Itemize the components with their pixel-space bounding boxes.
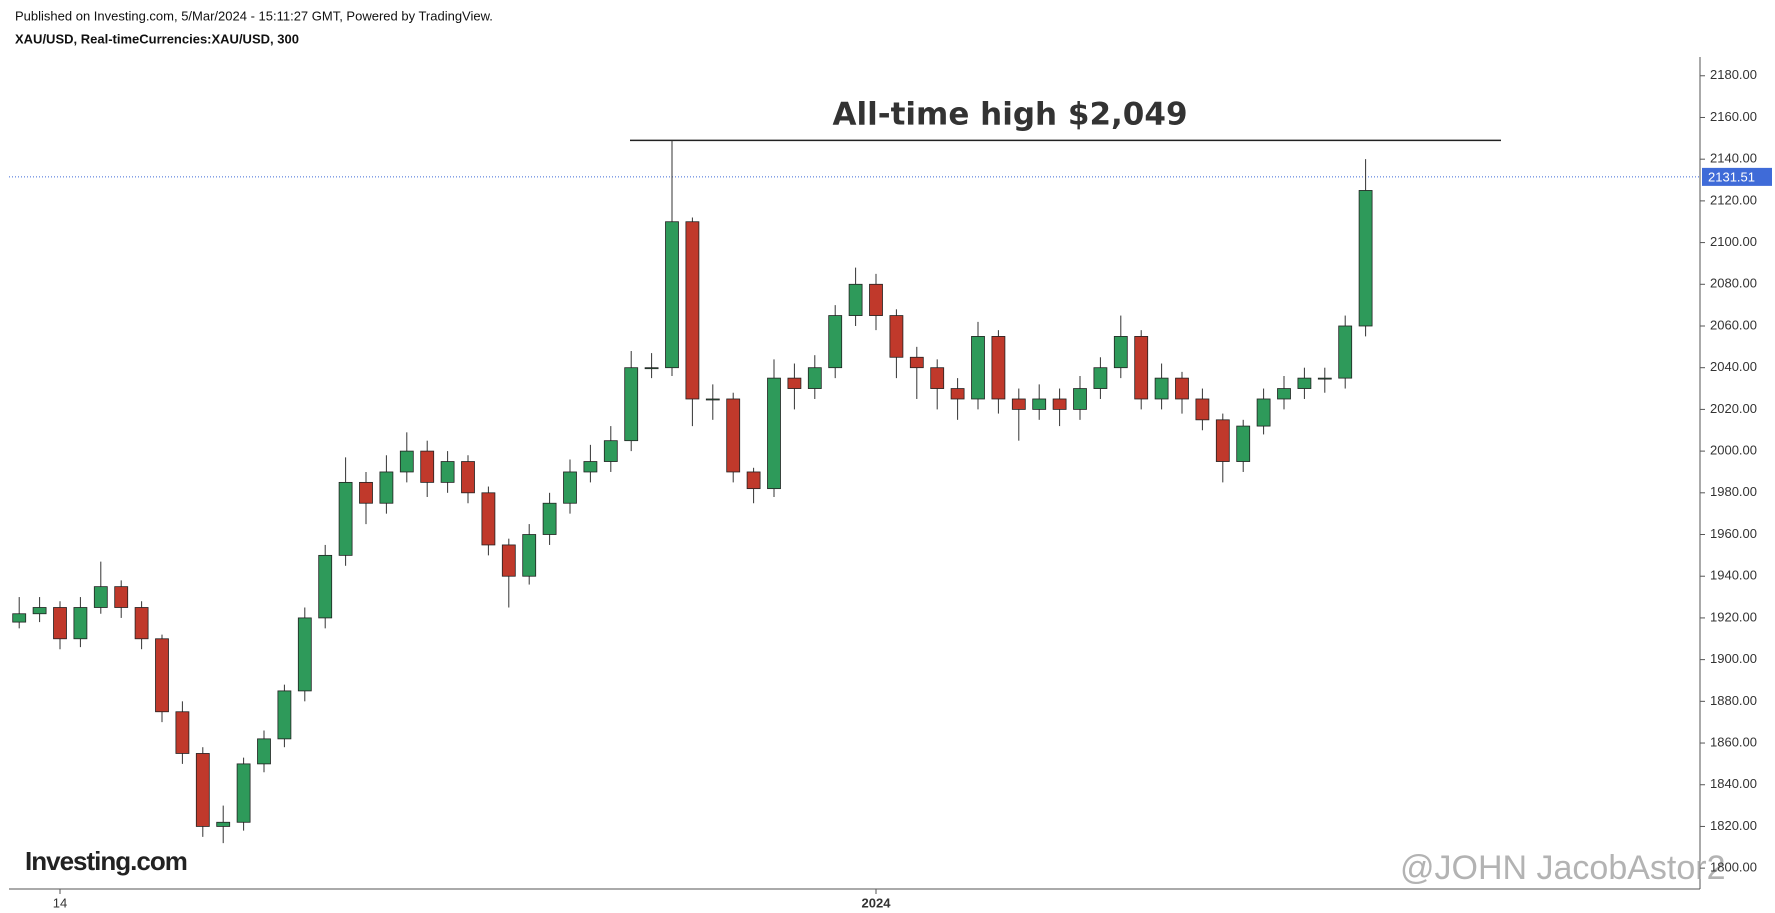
- candle-body: [277, 690, 292, 740]
- candle-body: [603, 440, 618, 462]
- candle-body: [807, 367, 822, 389]
- candle-body: [950, 388, 965, 400]
- candle-body: [216, 821, 231, 827]
- candle-body: [828, 315, 843, 369]
- last-price-box: [1702, 167, 1772, 186]
- candle-body: [848, 283, 863, 316]
- y-tick-label: 2120.00: [1710, 192, 1757, 207]
- candle-body: [563, 471, 577, 504]
- candle-body: [379, 471, 394, 504]
- candle-body: [297, 617, 312, 692]
- candle-body: [971, 336, 985, 400]
- candle-body: [1073, 388, 1087, 410]
- y-tick-label: 1820.00: [1710, 818, 1757, 833]
- annotation: All-time high $2,049: [832, 97, 1187, 133]
- y-tick-label: 1880.00: [1710, 693, 1757, 708]
- y-tick-label: 1840.00: [1710, 776, 1757, 791]
- candle-body: [1358, 190, 1373, 327]
- y-tick-label: 2140.00: [1710, 151, 1757, 166]
- candle-body: [869, 283, 883, 316]
- candle-body: [991, 336, 1006, 400]
- candle-body: [359, 481, 373, 504]
- x-tick-label: 14: [53, 895, 67, 910]
- candle-body: [175, 711, 190, 754]
- y-tick-label: 2040.00: [1710, 359, 1757, 374]
- candle-body: [1297, 377, 1312, 389]
- y-tick-label: 2100.00: [1710, 234, 1757, 249]
- candle-body: [1338, 325, 1353, 379]
- candle-body: [930, 367, 945, 389]
- candle-body: [624, 367, 639, 442]
- candle-body: [1277, 388, 1291, 400]
- y-tick-label: 1900.00: [1710, 651, 1757, 666]
- candle-body: [481, 492, 496, 546]
- x-tick-label: 2024: [862, 895, 892, 910]
- candle-body: [1215, 419, 1230, 462]
- candle-body: [257, 738, 271, 765]
- candle-body: [318, 554, 333, 619]
- candle-body: [73, 607, 88, 640]
- candle-body: [705, 398, 720, 401]
- candle-body: [1052, 398, 1067, 410]
- candle-body: [1011, 398, 1026, 410]
- y-tick-label: 2160.00: [1710, 109, 1757, 124]
- y-tick-label: 1800.00: [1710, 860, 1757, 875]
- candle-body: [1175, 377, 1189, 400]
- y-tick-label: 2180.00: [1710, 67, 1757, 82]
- candle-body: [114, 586, 129, 608]
- candle-body: [134, 607, 149, 640]
- candle-body: [685, 221, 700, 400]
- candle-body: [501, 544, 516, 577]
- candle-body: [53, 607, 67, 640]
- candle-body: [767, 377, 781, 490]
- y-tick-label: 1980.00: [1710, 484, 1757, 499]
- candle-body: [195, 753, 210, 827]
- candle-body: [12, 613, 27, 623]
- y-tick-label: 1920.00: [1710, 609, 1757, 624]
- last-price-label: 2131.51: [1708, 169, 1755, 184]
- candle-body: [583, 461, 598, 473]
- candle-body: [665, 221, 679, 369]
- candle-body: [1032, 398, 1047, 410]
- candle-body: [338, 481, 353, 556]
- candle-body: [889, 315, 904, 358]
- candle-body: [644, 367, 659, 370]
- candle-body: [93, 586, 108, 608]
- y-tick-label: 2080.00: [1710, 276, 1757, 291]
- candle-body: [1093, 367, 1108, 389]
- candle-body: [1154, 377, 1169, 400]
- candle-body: [440, 461, 455, 483]
- candle-body: [155, 638, 169, 713]
- candle-body: [1134, 336, 1149, 400]
- candle-body: [726, 398, 741, 473]
- y-tick-label: 2020.00: [1710, 401, 1757, 416]
- candle-body: [746, 471, 761, 490]
- candle-body: [236, 763, 251, 823]
- candle-body: [399, 450, 414, 473]
- y-tick-label: 2060.00: [1710, 317, 1757, 332]
- candle-body: [1113, 336, 1128, 369]
- candle-body: [1195, 398, 1210, 421]
- y-tick-label: 2000.00: [1710, 443, 1757, 458]
- published-note: Published on Investing.com, 5/Mar/2024 -…: [15, 8, 493, 23]
- logo: Investing.com: [25, 846, 187, 876]
- candle-body: [522, 534, 537, 577]
- candle-body: [420, 450, 435, 483]
- candle-body: [1317, 377, 1332, 380]
- candle-body: [32, 607, 47, 615]
- y-tick-label: 1940.00: [1710, 568, 1757, 583]
- y-tick-label: 1960.00: [1710, 526, 1757, 541]
- candle-body: [1256, 398, 1271, 427]
- candle-body: [1236, 425, 1251, 462]
- candle-body: [461, 461, 475, 494]
- candle-body: [542, 502, 557, 535]
- symbol-label: XAU/USD, Real-timeCurrencies:XAU/USD, 30…: [15, 31, 299, 46]
- y-tick-label: 1860.00: [1710, 734, 1757, 749]
- candle-body: [909, 356, 924, 369]
- candle-body: [787, 377, 802, 389]
- watermark: @JOHN JacobAstor2: [1400, 849, 1726, 887]
